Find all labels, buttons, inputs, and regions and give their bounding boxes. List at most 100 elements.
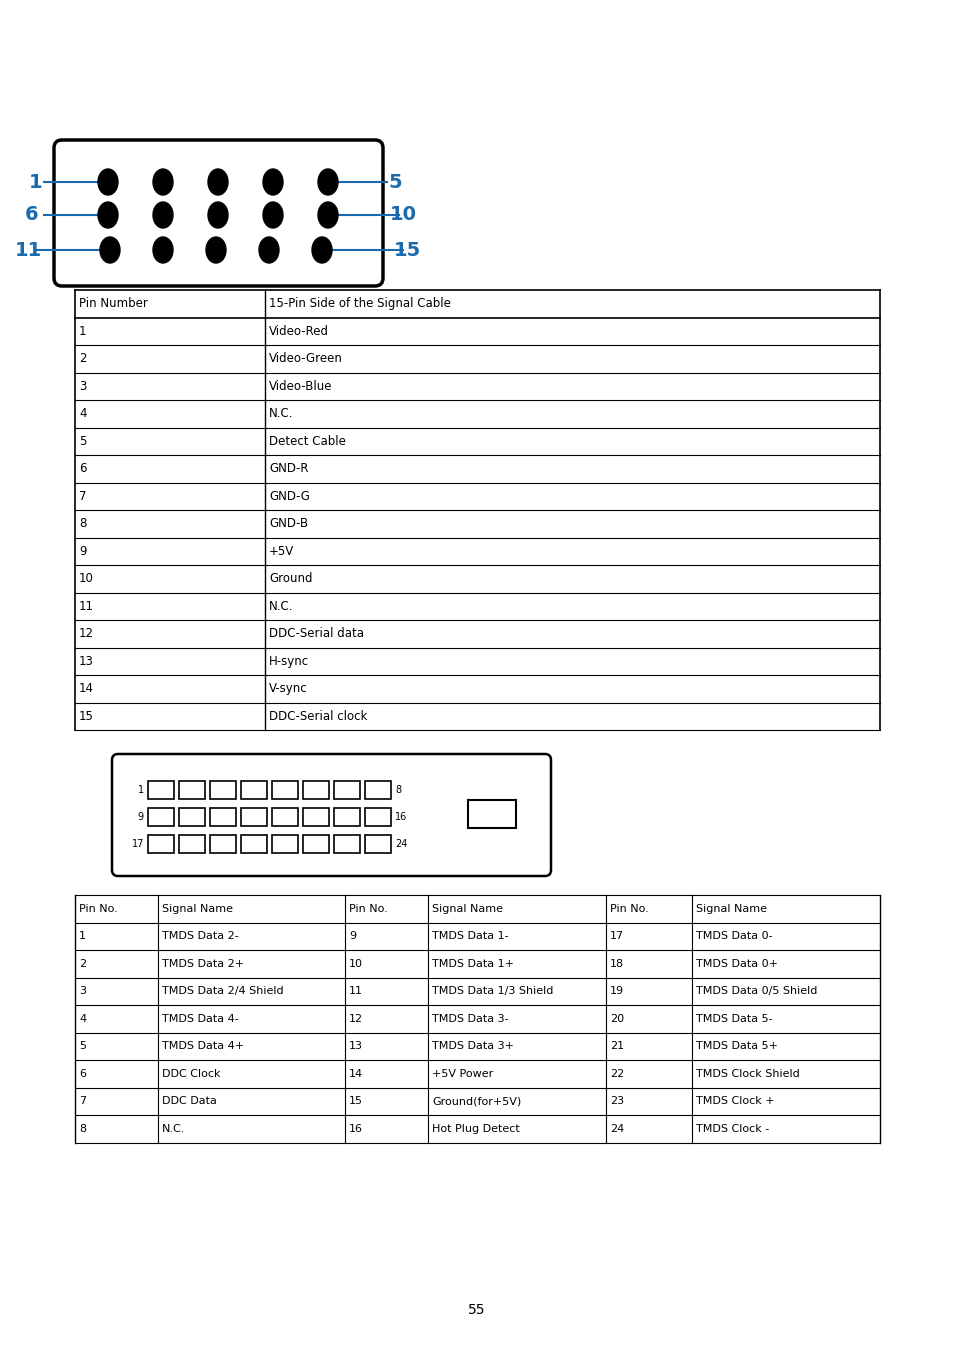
Ellipse shape	[98, 202, 118, 228]
Text: DDC-Serial data: DDC-Serial data	[269, 628, 364, 640]
Text: TMDS Data 4+: TMDS Data 4+	[162, 1041, 244, 1052]
Text: TMDS Data 0-: TMDS Data 0-	[696, 931, 772, 941]
Text: TMDS Data 5-: TMDS Data 5-	[696, 1014, 772, 1023]
Ellipse shape	[98, 169, 118, 194]
Bar	[179, 809, 205, 826]
Bar	[303, 809, 329, 826]
Text: 19: 19	[609, 987, 623, 996]
Text: +5V Power: +5V Power	[432, 1069, 493, 1079]
Text: N.C.: N.C.	[162, 1123, 185, 1134]
Text: Pin No.: Pin No.	[609, 903, 648, 914]
Text: 8: 8	[395, 784, 400, 795]
Text: 23: 23	[609, 1096, 623, 1106]
Text: 13: 13	[349, 1041, 363, 1052]
Bar	[210, 782, 235, 799]
Text: 3: 3	[79, 379, 87, 393]
Text: TMDS Data 4-: TMDS Data 4-	[162, 1014, 238, 1023]
Text: Pin Number: Pin Number	[79, 297, 148, 310]
Text: TMDS Data 3-: TMDS Data 3-	[432, 1014, 508, 1023]
Ellipse shape	[258, 238, 278, 263]
Text: 6: 6	[79, 462, 87, 475]
Ellipse shape	[208, 202, 228, 228]
Text: 17: 17	[609, 931, 623, 941]
Bar	[272, 782, 297, 799]
Text: TMDS Clock Shield: TMDS Clock Shield	[696, 1069, 799, 1079]
Text: TMDS Data 2-: TMDS Data 2-	[162, 931, 238, 941]
Bar	[148, 836, 173, 853]
Text: 8: 8	[79, 1123, 86, 1134]
Text: TMDS Clock +: TMDS Clock +	[696, 1096, 774, 1106]
Text: 15-Pin Side of the Signal Cable: 15-Pin Side of the Signal Cable	[269, 297, 451, 310]
Text: 17: 17	[132, 838, 144, 849]
Text: 10: 10	[349, 958, 363, 969]
Ellipse shape	[263, 202, 283, 228]
Text: TMDS Data 1+: TMDS Data 1+	[432, 958, 514, 969]
Bar	[148, 809, 173, 826]
Text: 55: 55	[468, 1303, 485, 1318]
Text: GND-B: GND-B	[269, 517, 308, 531]
Text: DDC Data: DDC Data	[162, 1096, 216, 1106]
Ellipse shape	[317, 202, 337, 228]
Text: Video-Green: Video-Green	[269, 352, 342, 366]
Text: 12: 12	[79, 628, 94, 640]
Ellipse shape	[152, 202, 172, 228]
Text: TMDS Data 5+: TMDS Data 5+	[696, 1041, 778, 1052]
Text: 9: 9	[349, 931, 355, 941]
Text: 5: 5	[79, 1041, 86, 1052]
Text: 20: 20	[609, 1014, 623, 1023]
Text: 21: 21	[609, 1041, 623, 1052]
Ellipse shape	[206, 238, 226, 263]
Bar	[303, 836, 329, 853]
Bar	[241, 782, 267, 799]
Text: 15: 15	[79, 710, 93, 722]
Text: 1: 1	[30, 173, 43, 192]
Text: Video-Red: Video-Red	[269, 325, 329, 338]
Ellipse shape	[100, 238, 120, 263]
Text: Signal Name: Signal Name	[162, 903, 233, 914]
Text: 6: 6	[79, 1069, 86, 1079]
Text: Video-Blue: Video-Blue	[269, 379, 333, 393]
Text: 6: 6	[25, 205, 39, 224]
Text: 4: 4	[79, 1014, 86, 1023]
Text: 8: 8	[79, 517, 87, 531]
Ellipse shape	[263, 169, 283, 194]
Text: 2: 2	[79, 958, 86, 969]
Text: GND-R: GND-R	[269, 462, 308, 475]
Text: 24: 24	[609, 1123, 623, 1134]
Text: 13: 13	[79, 655, 93, 668]
Ellipse shape	[152, 169, 172, 194]
Text: DDC-Serial clock: DDC-Serial clock	[269, 710, 367, 722]
Text: 9: 9	[138, 811, 144, 822]
Text: 10: 10	[389, 205, 416, 224]
Ellipse shape	[317, 169, 337, 194]
Ellipse shape	[152, 238, 172, 263]
Ellipse shape	[208, 169, 228, 194]
Text: GND-G: GND-G	[269, 490, 310, 502]
Text: TMDS Data 1-: TMDS Data 1-	[432, 931, 508, 941]
Text: Detect Cable: Detect Cable	[269, 435, 346, 448]
Bar	[365, 809, 391, 826]
Text: 15: 15	[393, 240, 420, 259]
Text: 4: 4	[79, 408, 87, 420]
Bar	[365, 782, 391, 799]
Text: Signal Name: Signal Name	[432, 903, 502, 914]
Bar	[334, 836, 359, 853]
Text: TMDS Data 3+: TMDS Data 3+	[432, 1041, 514, 1052]
Text: DDC Clock: DDC Clock	[162, 1069, 220, 1079]
Bar	[334, 782, 359, 799]
Bar	[303, 782, 329, 799]
Text: 2: 2	[79, 352, 87, 366]
Text: TMDS Data 0/5 Shield: TMDS Data 0/5 Shield	[696, 987, 817, 996]
Text: 12: 12	[349, 1014, 363, 1023]
Text: 10: 10	[79, 572, 93, 586]
Bar	[468, 801, 516, 828]
Text: TMDS Data 1/3 Shield: TMDS Data 1/3 Shield	[432, 987, 553, 996]
Bar	[210, 836, 235, 853]
Bar	[179, 782, 205, 799]
Text: 1: 1	[79, 931, 86, 941]
Text: 3: 3	[79, 987, 86, 996]
Text: 15: 15	[349, 1096, 363, 1106]
Text: Hot Plug Detect: Hot Plug Detect	[432, 1123, 519, 1134]
Bar	[210, 809, 235, 826]
Text: N.C.: N.C.	[269, 408, 294, 420]
